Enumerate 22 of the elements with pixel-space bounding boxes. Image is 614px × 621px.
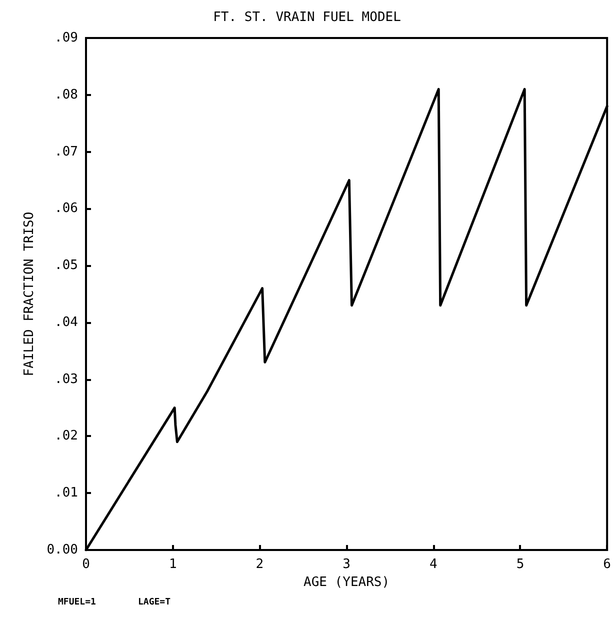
y-tick-label: .01 <box>54 486 78 501</box>
x-axis-title: AGE (YEARS) <box>303 574 390 590</box>
x-tick-label: 0 <box>82 557 90 572</box>
y-tick-label: .08 <box>54 87 78 102</box>
y-tick-label: .04 <box>54 314 78 330</box>
text: LAGE=T <box>138 598 172 608</box>
y-tick-label: 0.00 <box>46 542 78 558</box>
x-tick-label: 5 <box>516 557 524 572</box>
y-tick-label: .06 <box>54 201 78 216</box>
x-tick-label: 6 <box>603 557 611 572</box>
y-tick-label: .03 <box>54 372 78 387</box>
y-tick-label: .02 <box>54 428 78 444</box>
y-tick-label: .09 <box>54 30 78 46</box>
x-tick-label: 1 <box>168 557 177 572</box>
text: MFUEL=1 <box>58 598 96 608</box>
chart-title: FT. ST. VRAIN FUEL MODEL <box>213 10 402 25</box>
y-axis-title: FAILED FRACTION TRISO <box>22 212 37 376</box>
x-tick-label: 3 <box>342 557 350 572</box>
x-tick-label: 2 <box>256 557 264 572</box>
y-tick-label: .05 <box>54 258 78 274</box>
x-tick-label: 4 <box>429 557 438 572</box>
y-tick-label: .07 <box>54 144 78 160</box>
